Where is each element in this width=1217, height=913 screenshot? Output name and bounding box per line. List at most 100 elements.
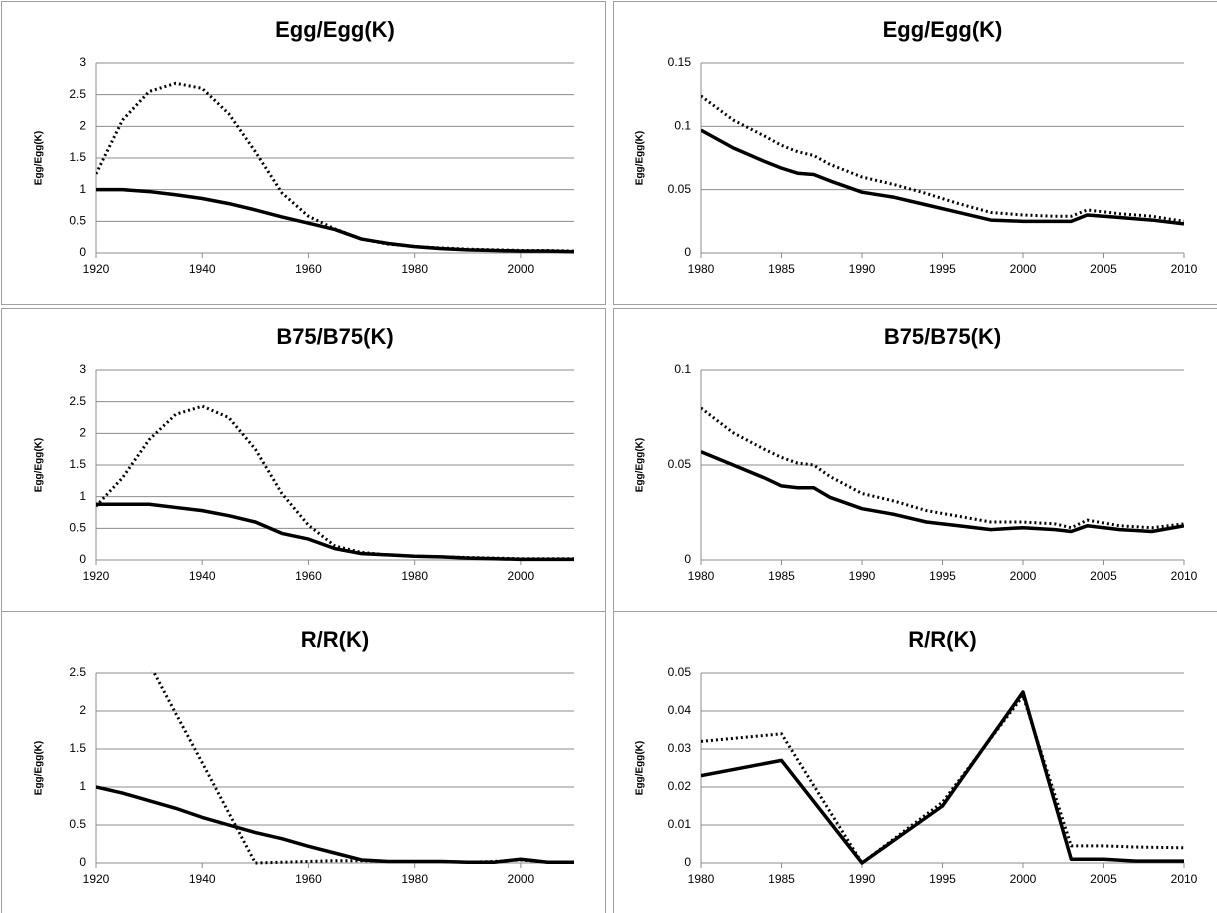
x-tick-label: 2010 bbox=[1171, 569, 1198, 583]
y-tick-label: 0.1 bbox=[674, 362, 691, 376]
chart-panel: B75/B75(K) Egg/Egg(K) 0 0.5 1 1.5 2 2.5 3 1920 194… bbox=[1, 308, 606, 612]
x-tick-label: 1980 bbox=[401, 569, 428, 583]
x-tick-label: 1995 bbox=[929, 262, 956, 276]
x-tick-label: 2000 bbox=[508, 872, 535, 886]
panel-border bbox=[1, 1, 606, 305]
series-line bbox=[96, 81, 574, 253]
chart-panel: R/R(K) Egg/Egg(K) 0 0.5 1 1.5 2 2.5 1920 1940 1960… bbox=[1, 611, 606, 913]
x-tick-label: 1920 bbox=[83, 569, 110, 583]
x-tick-label: 1960 bbox=[295, 262, 322, 276]
y-tick-label: 0.05 bbox=[668, 182, 692, 196]
series-line bbox=[701, 690, 1184, 865]
y-tick-label: 0.5 bbox=[69, 214, 86, 228]
panel-border bbox=[613, 611, 1217, 913]
x-tick-label: 1980 bbox=[688, 872, 715, 886]
series-line bbox=[701, 94, 1184, 223]
series-line bbox=[96, 187, 574, 254]
x-tick-label: 1980 bbox=[401, 872, 428, 886]
y-tick-label: 0.03 bbox=[668, 741, 692, 755]
x-tick-label: 1995 bbox=[929, 569, 956, 583]
y-tick-label: 3 bbox=[79, 55, 86, 69]
panel-border bbox=[613, 308, 1217, 612]
x-tick-label: 1920 bbox=[83, 872, 110, 886]
y-tick-label: 0 bbox=[79, 552, 86, 566]
chart-title: R/R(K) bbox=[908, 627, 976, 652]
x-tick-label: 1960 bbox=[295, 872, 322, 886]
series-line bbox=[701, 406, 1184, 530]
x-tick-label: 2000 bbox=[1010, 569, 1037, 583]
x-tick-label: 1990 bbox=[849, 569, 876, 583]
x-tick-label: 1990 bbox=[849, 872, 876, 886]
x-tick-label: 1940 bbox=[189, 262, 216, 276]
y-tick-label: 1 bbox=[79, 779, 86, 793]
y-tick-label: 0 bbox=[684, 855, 691, 869]
x-tick-label: 2005 bbox=[1090, 262, 1117, 276]
y-tick-label: 0.15 bbox=[668, 55, 692, 69]
x-tick-label: 1980 bbox=[688, 569, 715, 583]
x-tick-label: 1940 bbox=[189, 569, 216, 583]
y-tick-label: 3 bbox=[79, 362, 86, 376]
y-tick-label: 0 bbox=[79, 245, 86, 259]
y-axis-label: Egg/Egg(K) bbox=[635, 131, 646, 185]
chart-title: Egg/Egg(K) bbox=[883, 17, 1003, 42]
y-tick-label: 2.5 bbox=[69, 87, 86, 101]
y-tick-label: 1 bbox=[79, 489, 86, 503]
x-tick-label: 1995 bbox=[929, 872, 956, 886]
series-line bbox=[96, 404, 574, 561]
y-tick-label: 2.5 bbox=[69, 394, 86, 408]
series-line bbox=[151, 671, 574, 865]
y-tick-label: 0.5 bbox=[69, 521, 86, 535]
x-tick-label: 1980 bbox=[688, 262, 715, 276]
panel-border bbox=[1, 611, 606, 913]
y-tick-label: 0.1 bbox=[674, 119, 691, 133]
x-tick-label: 1980 bbox=[401, 262, 428, 276]
y-axis-label: Egg/Egg(K) bbox=[635, 438, 646, 492]
y-axis-label: Egg/Egg(K) bbox=[34, 438, 45, 492]
y-tick-label: 0 bbox=[684, 245, 691, 259]
x-tick-label: 1940 bbox=[189, 872, 216, 886]
chart-panel: Egg/Egg(K) Egg/Egg(K) 0 0.5 1 1.5 2 2.5 3 1920 194… bbox=[1, 1, 606, 305]
x-tick-label: 2000 bbox=[1010, 872, 1037, 886]
x-tick-label: 2010 bbox=[1171, 872, 1198, 886]
y-tick-label: 1.5 bbox=[69, 457, 86, 471]
chart-panel: R/R(K) Egg/Egg(K) 0 0.01 0.02 0.03 0.04 0.05 198… bbox=[613, 611, 1217, 913]
x-tick-label: 1960 bbox=[295, 569, 322, 583]
y-tick-label: 2.5 bbox=[69, 665, 86, 679]
y-tick-label: 0.02 bbox=[668, 779, 692, 793]
chart-title: B75/B75(K) bbox=[884, 324, 1001, 349]
x-tick-label: 1985 bbox=[768, 569, 795, 583]
y-tick-label: 0 bbox=[684, 552, 691, 566]
chart-panel: Egg/Egg(K) Egg/Egg(K) 0 0.05 0.1 0.15 1980 1985… bbox=[613, 1, 1217, 305]
panel-border bbox=[1, 308, 606, 612]
y-tick-label: 2 bbox=[79, 119, 86, 133]
series-line bbox=[96, 785, 574, 864]
x-tick-label: 2000 bbox=[1010, 262, 1037, 276]
chart-title: B75/B75(K) bbox=[276, 324, 393, 349]
chart-title: R/R(K) bbox=[301, 627, 369, 652]
y-tick-label: 0.01 bbox=[668, 817, 692, 831]
series-line bbox=[701, 450, 1184, 534]
y-tick-label: 2 bbox=[79, 703, 86, 717]
y-tick-label: 0.04 bbox=[668, 703, 692, 717]
x-tick-label: 2000 bbox=[508, 569, 535, 583]
y-tick-label: 0.5 bbox=[69, 817, 86, 831]
series-line bbox=[701, 128, 1184, 226]
y-tick-label: 0.05 bbox=[668, 457, 692, 471]
x-tick-label: 1920 bbox=[83, 262, 110, 276]
x-tick-label: 2000 bbox=[508, 262, 535, 276]
x-tick-label: 2010 bbox=[1171, 262, 1198, 276]
chart-panel: B75/B75(K) Egg/Egg(K) 0 0.05 0.1 1980 1985 1990… bbox=[613, 308, 1217, 612]
x-tick-label: 1990 bbox=[849, 262, 876, 276]
y-tick-label: 1 bbox=[79, 182, 86, 196]
x-tick-label: 2005 bbox=[1090, 569, 1117, 583]
y-tick-label: 0.05 bbox=[668, 665, 692, 679]
x-tick-label: 1985 bbox=[768, 872, 795, 886]
y-tick-label: 1.5 bbox=[69, 150, 86, 164]
y-axis-label: Egg/Egg(K) bbox=[34, 131, 45, 185]
y-tick-label: 2 bbox=[79, 426, 86, 440]
series-line bbox=[96, 502, 574, 562]
y-tick-label: 0 bbox=[79, 855, 86, 869]
x-tick-label: 1985 bbox=[768, 262, 795, 276]
y-axis-label: Egg/Egg(K) bbox=[34, 741, 45, 795]
